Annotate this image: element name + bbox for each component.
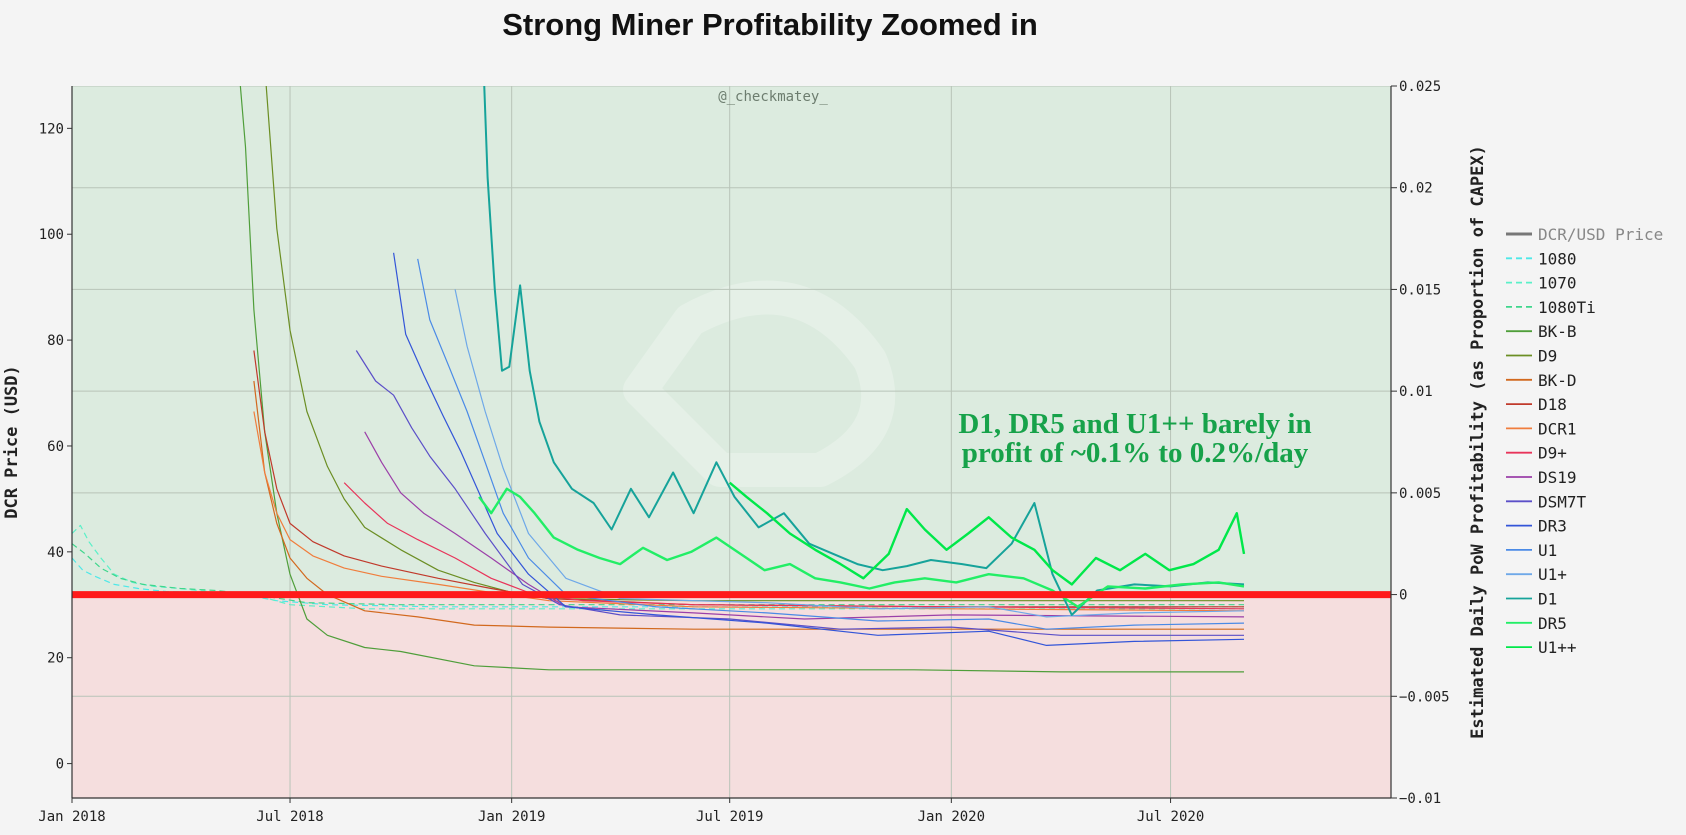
y-axis-label: DCR Price (USD)	[2, 365, 22, 519]
series-1080	[71, 557, 1244, 608]
legend-label: D18	[1538, 395, 1567, 414]
series-u1-	[728, 481, 1246, 586]
legend-label: DCR1	[1538, 419, 1577, 438]
legend-item: DR5	[1506, 614, 1567, 633]
legend-item: U1+	[1506, 565, 1567, 584]
y2-axis-label: Estimated Daily PoW Profitability (as Pr…	[1468, 145, 1488, 739]
legend-label: D1	[1538, 590, 1557, 609]
x-tick-label: Jul 2019	[696, 809, 763, 825]
legend-item: D9	[1506, 347, 1557, 366]
legend-item: U1++	[1506, 638, 1577, 657]
legend-item: 1080Ti	[1506, 298, 1596, 317]
x-tick-label: Jan 2020	[918, 809, 985, 825]
y-tick-label: 120	[39, 121, 64, 137]
legend-item: U1	[1506, 541, 1557, 560]
y-tick-label: 80	[47, 333, 64, 349]
legend-label: D9+	[1538, 444, 1567, 463]
logo-watermark	[623, 280, 896, 487]
series-d9-	[343, 482, 1245, 610]
y2-tick-label: −0.01	[1399, 791, 1441, 807]
legend-item: DSM7T	[1506, 492, 1587, 511]
legend-label: D9	[1538, 347, 1557, 366]
legend-label: U1++	[1538, 638, 1577, 657]
legend-item: D18	[1506, 395, 1567, 414]
top-mask	[72, 41, 1391, 86]
y-tick-label: 60	[47, 439, 64, 455]
x-tick-label: Jan 2019	[478, 809, 545, 825]
x-tick-label: Jul 2018	[256, 809, 323, 825]
series-dr3	[393, 252, 1245, 647]
legend-item: D1	[1506, 590, 1557, 609]
series-bk-b	[236, 45, 1244, 673]
legend-label: DCR/USD Price	[1538, 225, 1663, 244]
y2-tick-label: 0.025	[1399, 79, 1441, 95]
legend-label: BK-D	[1538, 371, 1577, 390]
legend-label: 1070	[1538, 274, 1577, 293]
annotation-line-1: D1, DR5 and U1++ barely in	[958, 408, 1311, 440]
y2-tick-label: 0.01	[1399, 384, 1433, 400]
legend: DCR/USD Price 1080 1070 1080Ti BK-B D9 BK-D D18…	[1506, 225, 1663, 657]
x-tick-label: Jul 2020	[1137, 809, 1204, 825]
y-tick-label: 0	[56, 757, 64, 773]
legend-label: DR3	[1538, 517, 1567, 536]
chart-title: Strong Miner Profitability Zoomed in	[502, 7, 1038, 42]
series-1070	[71, 524, 1244, 610]
legend-label: U1+	[1538, 565, 1567, 584]
y-tick-label: 20	[47, 651, 64, 667]
series-dcr1	[253, 411, 1245, 612]
y2-tick-label: 0.005	[1399, 486, 1441, 502]
legend-item: DCR/USD Price	[1506, 225, 1663, 244]
y2-tick-label: −0.005	[1399, 689, 1450, 705]
legend-item: DR3	[1506, 517, 1567, 536]
series-bk-d	[253, 380, 1244, 630]
legend-item: BK-B	[1506, 322, 1577, 341]
legend-label: DSM7T	[1538, 492, 1587, 511]
y-tick-label: 40	[47, 545, 64, 561]
axes: 0 20 40 60 80 100 120 −0.01 −0.005 0 0.005 0.01 0.01…	[38, 79, 1449, 825]
legend-item: DS19	[1506, 468, 1577, 487]
legend-label: DR5	[1538, 614, 1567, 633]
series-1080ti	[71, 543, 1244, 606]
series-dr5	[478, 487, 1245, 608]
series-ds19	[364, 431, 1245, 620]
watermark-handle: @_checkmatey_	[718, 89, 828, 105]
series-dsm7t	[355, 350, 1244, 636]
legend-item: BK-D	[1506, 371, 1577, 390]
legend-label: BK-B	[1538, 322, 1577, 341]
y2-tick-label: 0	[1399, 588, 1407, 604]
decred-logo-watermark	[623, 280, 896, 487]
legend-item: 1070	[1506, 274, 1577, 293]
y-tick-label: 100	[39, 227, 64, 243]
series-d1	[481, 45, 1245, 616]
y2-tick-label: 0.02	[1399, 181, 1433, 197]
legend-item: 1080	[1506, 249, 1577, 268]
x-tick-label: Jan 2018	[38, 809, 105, 825]
profit-zone	[72, 86, 1391, 595]
series-u1-	[454, 289, 1245, 618]
legend-item: D9+	[1506, 444, 1567, 463]
legend-label: 1080	[1538, 249, 1577, 268]
legend-item: DCR1	[1506, 419, 1577, 438]
y2-tick-label: 0.015	[1399, 282, 1441, 298]
legend-label: 1080Ti	[1538, 298, 1596, 317]
legend-label: U1	[1538, 541, 1557, 560]
legend-label: DS19	[1538, 468, 1577, 487]
annotation-line-2: profit of ~0.1% to 0.2%/day	[962, 437, 1309, 469]
